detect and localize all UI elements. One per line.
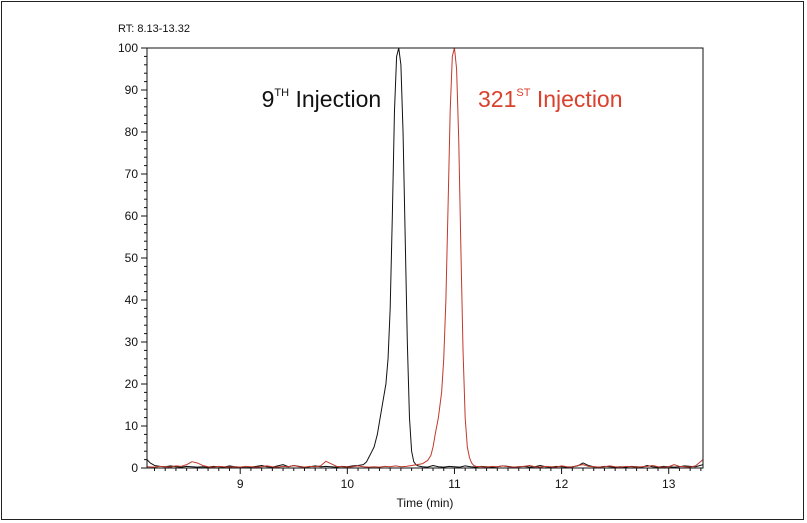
- injection-annotation-2: 321ST Injection: [478, 86, 623, 112]
- y-tick-label: 20: [125, 377, 139, 391]
- y-tick-label: 80: [125, 125, 139, 139]
- x-tick-label: 13: [662, 477, 676, 491]
- series-layer: [146, 47, 704, 468]
- y-tick-label: 50: [125, 251, 139, 265]
- plot-area: [146, 47, 704, 469]
- y-tick-label: 10: [125, 419, 139, 433]
- y-tick-label: 0: [131, 461, 138, 475]
- range-label: RT: 8.13-13.32: [118, 23, 190, 35]
- y-tick-label: 60: [125, 209, 139, 223]
- y-axis: 0 10 20 30 40 50 60 70 80 90 100: [118, 41, 147, 475]
- x-tick-label: 12: [555, 477, 569, 491]
- y-tick-label: 30: [125, 335, 139, 349]
- x-tick-label: 11: [448, 477, 461, 491]
- x-tick-label: 9: [237, 477, 244, 491]
- x-axis: 9 10 11 12 13: [153, 468, 702, 491]
- annotations: 9TH Injection 321ST Injection: [262, 86, 623, 112]
- x-tick-label: 10: [341, 477, 355, 491]
- y-tick-label: 40: [125, 293, 139, 307]
- y-tick-label: 90: [125, 83, 139, 97]
- series-line-2: [146, 47, 704, 468]
- x-axis-label: Time (min): [397, 496, 454, 510]
- y-tick-label: 70: [125, 167, 139, 181]
- y-tick-label: 100: [118, 41, 138, 55]
- injection-annotation-1: 9TH Injection: [262, 86, 382, 112]
